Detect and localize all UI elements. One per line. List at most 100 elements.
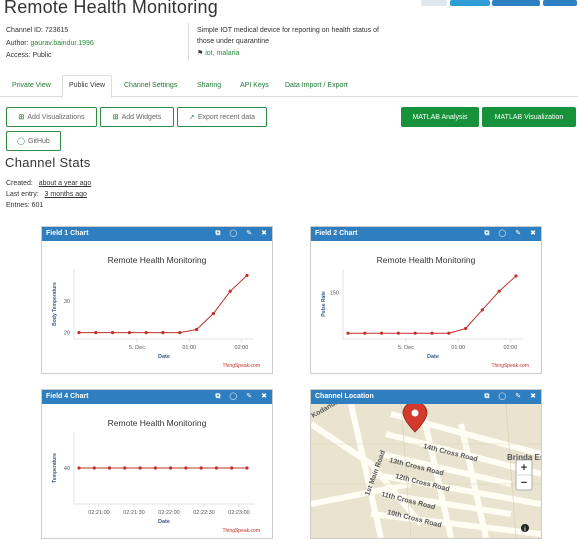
data-point <box>123 466 127 470</box>
data-point <box>178 331 182 335</box>
close-icon[interactable]: ✖ <box>261 230 267 237</box>
series-line <box>79 275 248 334</box>
zoom-in-button[interactable]: + <box>521 462 527 474</box>
stat-last-entry: Last entry: 3 months ago <box>6 191 87 198</box>
page-title: Remote Health Monitoring <box>4 0 218 17</box>
map-canvas[interactable]: Kodandapura 14th Cross Road 13th Cross R… <box>309 391 552 539</box>
close-icon[interactable]: ✖ <box>261 393 267 400</box>
panel-header: Channel Location ⧉ ◯ ✎ ✖ <box>311 390 541 404</box>
edit-icon[interactable]: ✎ <box>515 393 522 400</box>
add-widgets-button[interactable]: ⊞ Add Widgets <box>100 107 174 127</box>
last-entry-value: 3 months ago <box>44 191 87 198</box>
edit-icon[interactable]: ✎ <box>246 230 253 237</box>
data-point <box>464 326 468 331</box>
tab-bar: Private View Public View Channel Setting… <box>0 74 578 98</box>
map-info-icon[interactable]: i <box>521 524 529 533</box>
tag-icon: ⚑ <box>197 50 204 57</box>
comment-icon[interactable]: ◯ <box>498 230 507 237</box>
open-external-icon[interactable]: ⧉ <box>484 230 490 237</box>
chart-credit: ThingSpeak.com <box>222 363 260 369</box>
comment-icon[interactable]: ◯ <box>498 393 507 400</box>
edit-icon[interactable]: ✎ <box>515 230 522 237</box>
tab-public-view[interactable]: Public View <box>62 75 113 98</box>
tags-link[interactable]: iot, malaria <box>205 50 240 57</box>
data-point <box>77 466 81 470</box>
data-point <box>396 331 400 335</box>
author-link[interactable]: gaurav.baindur.1996 <box>30 39 94 47</box>
x-tick-label: 02:22:00 <box>158 510 179 516</box>
open-external-icon[interactable]: ⧉ <box>484 393 490 400</box>
panel-title: Field 4 Chart <box>46 393 89 400</box>
channel-access: Access: Public <box>6 52 52 59</box>
map-pin-icon[interactable] <box>402 401 428 433</box>
location-map[interactable]: Kodandapura 14th Cross Road 13th Cross R… <box>309 391 552 539</box>
chart-credit: ThingSpeak.com <box>222 528 260 534</box>
open-external-icon[interactable]: ⧉ <box>215 230 221 237</box>
map-label: Brinda Esta <box>507 453 541 462</box>
social-button[interactable] <box>421 0 447 6</box>
open-external-icon[interactable]: ⧉ <box>215 393 221 400</box>
data-point <box>144 331 148 335</box>
data-point <box>94 331 98 335</box>
data-point <box>480 308 484 312</box>
panel-title: Field 1 Chart <box>46 230 89 237</box>
data-point <box>228 289 232 293</box>
data-point <box>211 311 215 316</box>
field1-chart-panel: Field 1 Chart ⧉ ◯ ✎ ✖ Remote Health Monitor… <box>41 226 273 374</box>
data-point <box>169 466 173 470</box>
matlab-visualization-button[interactable]: MATLAB Visualization <box>482 107 576 127</box>
data-point <box>199 466 203 470</box>
comment-icon[interactable]: ◯ <box>229 230 238 237</box>
zoom-out-button[interactable]: − <box>521 477 527 489</box>
tab-private-view[interactable]: Private View <box>12 82 51 89</box>
github-icon: ◯ <box>17 138 26 145</box>
facebook-button[interactable] <box>543 0 577 6</box>
x-tick-label: 01:00 <box>451 345 465 351</box>
plus-icon: ⊞ <box>112 114 119 121</box>
github-button[interactable]: ◯ GitHub <box>6 131 61 151</box>
twitter-button[interactable] <box>450 0 490 6</box>
channel-id: Channel ID: 723615 <box>6 27 69 34</box>
field2-chart-panel: Field 2 Chart ⧉ ◯ ✎ ✖ Remote Health Monitor… <box>310 226 542 374</box>
data-point <box>111 331 115 335</box>
data-point <box>77 331 81 335</box>
tab-channel-settings[interactable]: Channel Settings <box>124 82 178 89</box>
linkedin-button[interactable] <box>492 0 540 6</box>
x-axis-label: Date <box>158 354 170 360</box>
channel-stats-heading: Channel Stats <box>5 155 91 167</box>
author-label: Author: <box>6 39 31 47</box>
panel-title: Channel Location <box>315 393 374 400</box>
channel-location-panel: Channel Location ⧉◯✎✖ Kodan <box>309 389 552 539</box>
add-widgets-label: Add Widgets <box>121 113 162 121</box>
meta-divider <box>188 23 189 61</box>
zoom-control: + − <box>515 459 533 491</box>
export-recent-button[interactable]: ➚ Export recent data <box>177 107 267 127</box>
matlab-analysis-button[interactable]: MATLAB Analysis <box>401 107 479 127</box>
tab-data-import-export[interactable]: Data Import / Export <box>285 82 348 89</box>
data-point <box>363 331 367 335</box>
data-point <box>430 331 434 335</box>
data-point <box>413 331 417 335</box>
x-axis-label: Date <box>427 354 439 360</box>
x-tick-label: 01:00 <box>182 345 196 351</box>
close-icon[interactable]: ✖ <box>530 230 536 237</box>
close-icon[interactable]: ✖ <box>530 393 536 400</box>
y-tick-label: 20 <box>64 331 70 337</box>
y-tick-label: 150 <box>330 290 339 296</box>
data-point <box>127 331 131 335</box>
chart-credit: ThingSpeak.com <box>491 363 529 369</box>
comment-icon[interactable]: ◯ <box>229 393 238 400</box>
x-tick-label: 02:21:30 <box>123 510 144 516</box>
github-label: GitHub <box>28 137 50 145</box>
data-point <box>380 331 384 335</box>
created-value: about a year ago <box>38 180 92 187</box>
add-visualizations-button[interactable]: ⊞ Add Visualizations <box>6 107 97 127</box>
map-info-label: i <box>524 527 526 533</box>
x-tick-label: 5. Dec <box>129 345 145 351</box>
tab-sharing[interactable]: Sharing <box>197 82 222 89</box>
panel-header: Field 1 Chart ⧉ ◯ ✎ ✖ <box>42 227 272 241</box>
data-point <box>514 274 518 278</box>
data-point <box>497 289 501 293</box>
edit-icon[interactable]: ✎ <box>246 393 253 400</box>
tab-api-keys[interactable]: API Keys <box>240 82 269 89</box>
